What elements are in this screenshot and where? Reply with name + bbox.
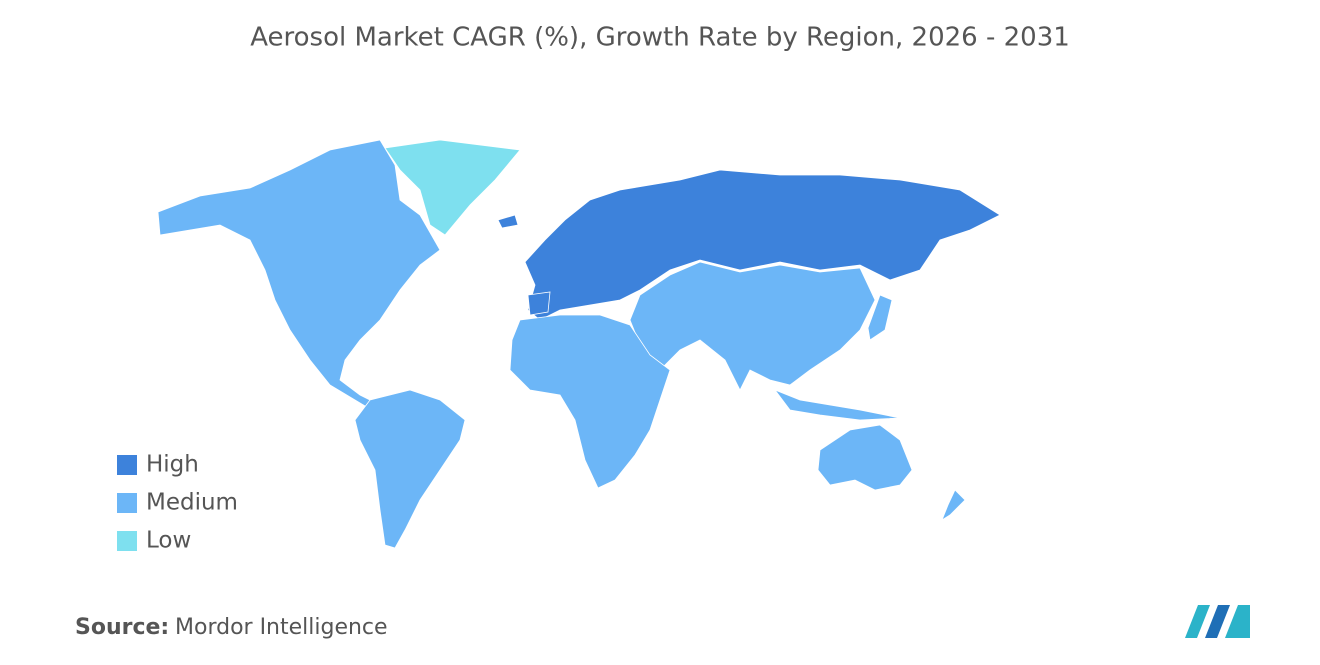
region-japan bbox=[867, 294, 893, 341]
region-australia bbox=[817, 424, 913, 491]
source-text: Mordor Intelligence bbox=[175, 615, 388, 640]
region-greenland bbox=[384, 139, 521, 236]
source-label: Source: bbox=[75, 615, 169, 640]
world-map bbox=[157, 139, 1001, 549]
region-europe-russia bbox=[524, 169, 1001, 321]
legend-label: Low bbox=[146, 528, 191, 554]
region-iberia bbox=[527, 291, 551, 316]
legend-swatch bbox=[117, 493, 137, 513]
map-title: Aerosol Market CAGR (%), Growth Rate by … bbox=[250, 23, 1070, 53]
region-asia bbox=[629, 261, 876, 391]
logo bbox=[1185, 605, 1250, 638]
region-north-america bbox=[157, 139, 441, 421]
region-indonesia bbox=[773, 389, 901, 421]
region-iceland bbox=[497, 214, 519, 229]
legend-swatch bbox=[117, 531, 137, 551]
legend: High Medium Low bbox=[117, 452, 238, 554]
region-new-zealand bbox=[941, 489, 966, 521]
region-africa bbox=[509, 314, 671, 489]
legend-label: Medium bbox=[146, 490, 238, 516]
legend-label: High bbox=[146, 452, 199, 478]
legend-swatch bbox=[117, 455, 137, 475]
region-south-america bbox=[354, 389, 466, 549]
